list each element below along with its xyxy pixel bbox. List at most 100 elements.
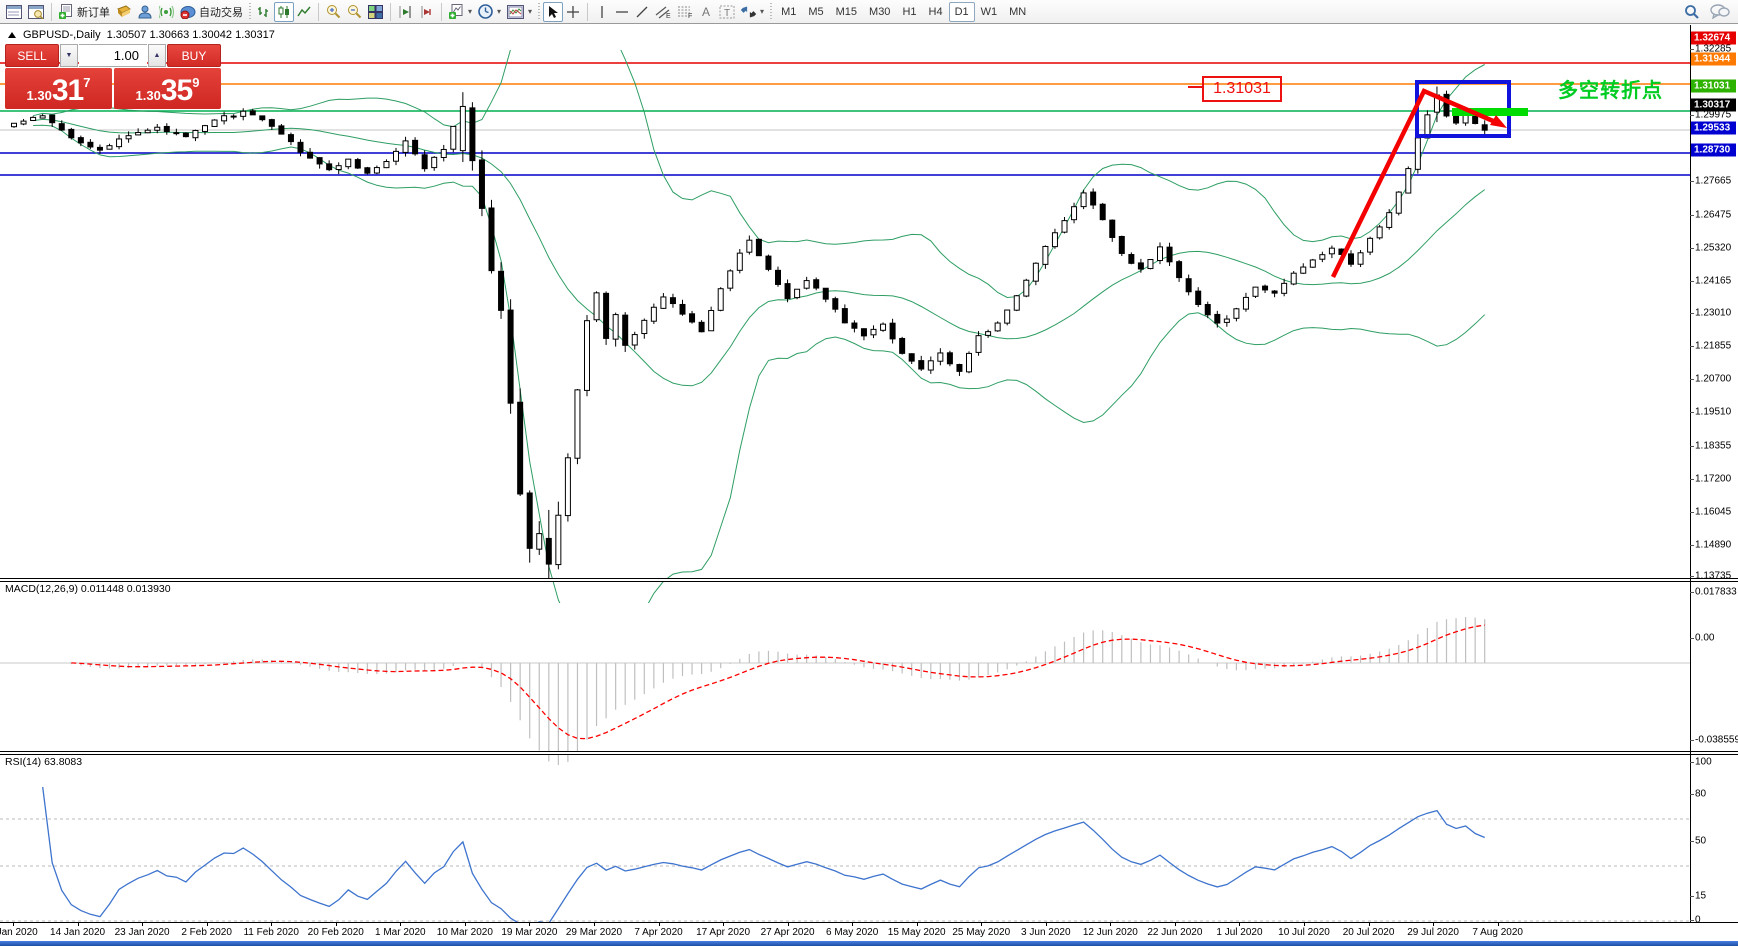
data-window-icon[interactable] bbox=[25, 2, 47, 22]
date-label: 10 Mar 2020 bbox=[436, 927, 493, 938]
trendline-icon[interactable] bbox=[632, 2, 652, 22]
date-tick-mark bbox=[1433, 923, 1435, 926]
equidistant-channel-icon[interactable]: E bbox=[652, 2, 674, 22]
date-label: 25 May 2020 bbox=[952, 927, 1011, 938]
date-label: 7 Apr 2020 bbox=[634, 927, 683, 938]
vertical-line-icon[interactable] bbox=[592, 2, 612, 22]
price-axis-border bbox=[1690, 25, 1691, 922]
volume-increase-button[interactable]: ▲ bbox=[148, 44, 166, 67]
volume-input[interactable]: 1.00 bbox=[79, 44, 147, 67]
date-tick-mark bbox=[1304, 923, 1305, 926]
date-tick-mark bbox=[1368, 923, 1370, 926]
date-tick-mark bbox=[1045, 923, 1047, 926]
main-price-pane[interactable] bbox=[0, 50, 1690, 603]
turning-point-note[interactable]: 多空转折点 bbox=[1558, 80, 1663, 102]
new-order-label: 新订单 bbox=[77, 6, 110, 19]
svg-text:E: E bbox=[666, 13, 671, 19]
bollinger-lower-band bbox=[33, 124, 1486, 603]
arrows-tool-icon[interactable]: ▾ bbox=[738, 2, 767, 22]
date-tick-mark bbox=[852, 923, 854, 926]
buy-price-main: 35 bbox=[160, 74, 193, 107]
zoom-in-icon[interactable] bbox=[323, 2, 344, 22]
signals-icon[interactable] bbox=[156, 2, 177, 22]
date-tick-mark bbox=[1239, 923, 1241, 926]
chart-shift-icon[interactable] bbox=[416, 2, 437, 22]
text-icon[interactable]: A bbox=[696, 2, 716, 22]
community-icon[interactable] bbox=[135, 2, 156, 22]
bar-chart-icon[interactable] bbox=[254, 2, 274, 22]
volume-decrease-button[interactable]: ▼ bbox=[60, 44, 78, 67]
timeframe-MN[interactable]: MN bbox=[1009, 5, 1027, 18]
date-label: 6 May 2020 bbox=[826, 927, 879, 938]
fibonacci-icon[interactable]: F bbox=[674, 2, 696, 22]
taskbar-edge[interactable] bbox=[0, 941, 1738, 946]
date-tick-mark bbox=[142, 923, 144, 926]
crosshair-icon[interactable] bbox=[563, 2, 583, 22]
date-label: 11 Feb 2020 bbox=[243, 927, 299, 938]
rsi-pane[interactable] bbox=[0, 780, 1690, 947]
timeframe-H1[interactable]: H1 bbox=[902, 5, 917, 18]
date-label: 20 Jul 2020 bbox=[1342, 927, 1395, 938]
buy-button[interactable]: BUY bbox=[167, 44, 221, 67]
period-clock-icon[interactable]: ▾ bbox=[475, 2, 504, 22]
sell-price-pip: 7 bbox=[83, 75, 91, 90]
date-label: 1 Jul 2020 bbox=[1216, 927, 1263, 938]
date-tick-mark bbox=[206, 923, 208, 926]
chart-area[interactable] bbox=[0, 25, 1738, 940]
sell-price-display[interactable]: 1.30 31 7 bbox=[5, 68, 112, 109]
date-label: 19 Mar 2020 bbox=[501, 927, 558, 938]
svg-text:T: T bbox=[724, 8, 730, 19]
pane-separator-macd[interactable] bbox=[0, 578, 1738, 582]
cursor-icon[interactable] bbox=[543, 1, 564, 22]
sell-price-prefix: 1.30 bbox=[26, 88, 52, 103]
buy-price-display[interactable]: 1.30 35 9 bbox=[114, 68, 221, 109]
text-label-icon[interactable]: T bbox=[716, 2, 738, 22]
macd-signal-line bbox=[71, 624, 1485, 740]
timeframe-M1[interactable]: M1 bbox=[781, 5, 797, 18]
timeframe-W1[interactable]: W1 bbox=[980, 5, 998, 18]
date-label: 23 Jan 2020 bbox=[114, 927, 170, 938]
date-axis-border bbox=[0, 922, 1738, 923]
date-axis[interactable]: 5 Jan 2020 14 Jan 2020 23 Jan 2020 2 Feb 20… bbox=[0, 923, 1738, 941]
indicators-icon[interactable]: ▾ bbox=[446, 2, 475, 22]
ohlc-values: 1.30507 1.30663 1.30042 1.30317 bbox=[106, 29, 275, 41]
chat-icon[interactable] bbox=[1710, 4, 1730, 19]
timeframe-M5[interactable]: M5 bbox=[808, 5, 824, 18]
templates-icon[interactable]: ▾ bbox=[504, 2, 535, 22]
date-label: 17 Apr 2020 bbox=[696, 927, 751, 938]
new-order-button[interactable]: 新订单 bbox=[56, 2, 113, 22]
date-tick-mark bbox=[271, 923, 273, 926]
zoom-out-icon[interactable] bbox=[344, 2, 365, 22]
market-watch-icon[interactable] bbox=[3, 2, 25, 22]
date-label: 15 May 2020 bbox=[887, 927, 946, 938]
price-callout-label[interactable]: 1.31031 bbox=[1202, 76, 1282, 102]
autotrading-button[interactable]: 自动交易 bbox=[177, 2, 246, 22]
candlestick-chart-icon[interactable] bbox=[274, 1, 294, 22]
search-icon[interactable] bbox=[1684, 4, 1700, 20]
pane-separator-rsi[interactable] bbox=[0, 751, 1738, 755]
date-label: 5 Jan 2020 bbox=[0, 927, 38, 938]
date-label: 1 Mar 2020 bbox=[375, 927, 426, 938]
date-tick-mark bbox=[1174, 923, 1176, 926]
tile-windows-icon[interactable] bbox=[365, 2, 386, 22]
date-tick-mark bbox=[400, 923, 402, 926]
line-chart-icon[interactable] bbox=[294, 2, 314, 22]
timeframe-D1[interactable]: D1 bbox=[948, 1, 975, 22]
market-icon[interactable] bbox=[113, 2, 135, 22]
auto-scroll-icon[interactable] bbox=[395, 2, 416, 22]
timeframe-M15[interactable]: M15 bbox=[835, 5, 858, 18]
horizontal-line-icon[interactable] bbox=[612, 2, 632, 22]
date-tick-mark bbox=[1110, 923, 1112, 926]
sell-price-main: 31 bbox=[51, 74, 84, 107]
date-tick-mark bbox=[787, 923, 789, 926]
price-callout-dash bbox=[1188, 86, 1202, 88]
arrows-caret: ▾ bbox=[760, 7, 765, 16]
timeframe-H4[interactable]: H4 bbox=[928, 5, 943, 18]
buy-price-pip: 9 bbox=[192, 75, 200, 90]
date-tick-mark bbox=[77, 923, 79, 926]
date-label: 20 Feb 2020 bbox=[307, 927, 364, 938]
timeframe-M30[interactable]: M30 bbox=[869, 5, 891, 18]
sell-button[interactable]: SELL bbox=[5, 44, 59, 67]
macd-pane[interactable] bbox=[0, 607, 1690, 776]
date-tick-mark bbox=[335, 923, 337, 926]
